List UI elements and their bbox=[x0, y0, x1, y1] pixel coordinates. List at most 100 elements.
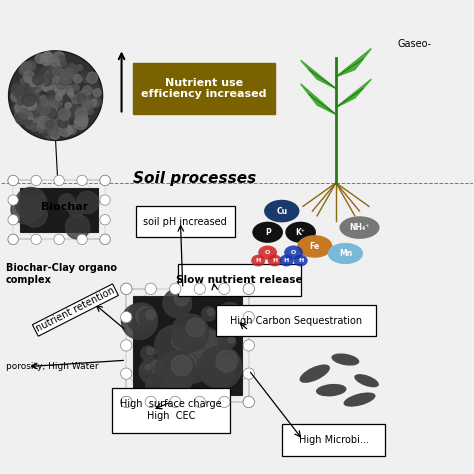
Circle shape bbox=[11, 91, 22, 102]
Circle shape bbox=[48, 125, 59, 137]
Circle shape bbox=[207, 309, 214, 316]
Circle shape bbox=[31, 175, 41, 186]
Text: High Carbon Sequestration: High Carbon Sequestration bbox=[230, 316, 362, 326]
Circle shape bbox=[19, 109, 29, 118]
Circle shape bbox=[42, 74, 52, 84]
Circle shape bbox=[21, 62, 32, 73]
Circle shape bbox=[120, 311, 132, 323]
Circle shape bbox=[21, 101, 30, 109]
Ellipse shape bbox=[252, 222, 283, 243]
Circle shape bbox=[25, 118, 32, 125]
FancyBboxPatch shape bbox=[133, 63, 275, 115]
Circle shape bbox=[38, 124, 51, 136]
Circle shape bbox=[145, 396, 156, 408]
Ellipse shape bbox=[300, 365, 330, 383]
Circle shape bbox=[120, 340, 132, 351]
Circle shape bbox=[8, 234, 18, 245]
Circle shape bbox=[243, 396, 255, 408]
Circle shape bbox=[55, 97, 63, 105]
Text: Slow nutrient release: Slow nutrient release bbox=[176, 275, 303, 285]
Circle shape bbox=[13, 105, 20, 112]
Circle shape bbox=[22, 93, 36, 106]
Ellipse shape bbox=[258, 246, 277, 260]
Circle shape bbox=[43, 109, 51, 118]
Circle shape bbox=[76, 108, 84, 116]
Circle shape bbox=[67, 91, 73, 98]
Circle shape bbox=[75, 108, 87, 120]
Circle shape bbox=[50, 110, 57, 118]
Circle shape bbox=[82, 72, 87, 77]
Text: Fe: Fe bbox=[310, 242, 320, 251]
Ellipse shape bbox=[354, 374, 379, 387]
Circle shape bbox=[64, 63, 77, 76]
Circle shape bbox=[194, 283, 205, 294]
Circle shape bbox=[15, 102, 27, 113]
Text: P: P bbox=[265, 228, 271, 237]
Ellipse shape bbox=[328, 243, 363, 264]
Circle shape bbox=[26, 120, 34, 129]
Circle shape bbox=[90, 99, 97, 106]
Circle shape bbox=[72, 94, 80, 103]
Circle shape bbox=[15, 111, 25, 121]
Circle shape bbox=[163, 289, 191, 318]
Circle shape bbox=[51, 60, 60, 69]
Circle shape bbox=[145, 283, 156, 294]
Circle shape bbox=[30, 108, 40, 118]
Circle shape bbox=[8, 234, 18, 245]
Circle shape bbox=[49, 63, 59, 73]
Circle shape bbox=[225, 334, 233, 342]
Circle shape bbox=[139, 357, 166, 384]
Circle shape bbox=[30, 79, 37, 87]
Ellipse shape bbox=[316, 384, 346, 396]
Circle shape bbox=[29, 102, 37, 110]
Circle shape bbox=[170, 283, 181, 294]
Circle shape bbox=[25, 79, 37, 92]
Circle shape bbox=[44, 62, 50, 68]
Circle shape bbox=[34, 107, 46, 119]
Circle shape bbox=[11, 195, 39, 224]
Circle shape bbox=[77, 234, 87, 245]
Text: Biochar: Biochar bbox=[41, 201, 89, 212]
Circle shape bbox=[56, 101, 62, 108]
Circle shape bbox=[32, 67, 40, 75]
Ellipse shape bbox=[9, 51, 102, 140]
Circle shape bbox=[48, 53, 54, 59]
Circle shape bbox=[53, 52, 64, 63]
Circle shape bbox=[43, 80, 54, 91]
Circle shape bbox=[28, 80, 36, 88]
Circle shape bbox=[68, 89, 73, 95]
Polygon shape bbox=[301, 84, 336, 115]
Circle shape bbox=[48, 99, 57, 108]
Circle shape bbox=[46, 112, 53, 118]
Circle shape bbox=[145, 365, 151, 370]
Circle shape bbox=[79, 93, 90, 104]
Circle shape bbox=[61, 71, 70, 80]
Circle shape bbox=[20, 92, 27, 99]
Circle shape bbox=[30, 84, 43, 97]
Circle shape bbox=[37, 79, 44, 85]
Circle shape bbox=[87, 82, 100, 95]
Circle shape bbox=[174, 292, 189, 306]
Circle shape bbox=[139, 306, 154, 321]
Circle shape bbox=[46, 70, 52, 77]
Circle shape bbox=[64, 109, 76, 122]
Circle shape bbox=[83, 102, 89, 108]
Circle shape bbox=[43, 53, 54, 63]
Circle shape bbox=[121, 303, 157, 339]
Circle shape bbox=[83, 103, 90, 110]
Circle shape bbox=[84, 89, 94, 100]
Ellipse shape bbox=[279, 255, 293, 266]
FancyBboxPatch shape bbox=[216, 305, 376, 336]
Circle shape bbox=[170, 396, 181, 408]
Circle shape bbox=[201, 331, 220, 350]
Circle shape bbox=[120, 396, 132, 408]
Ellipse shape bbox=[293, 255, 308, 266]
Circle shape bbox=[31, 234, 41, 245]
Circle shape bbox=[141, 346, 155, 361]
Text: O: O bbox=[265, 250, 270, 255]
FancyBboxPatch shape bbox=[136, 206, 235, 237]
Circle shape bbox=[120, 396, 132, 408]
Circle shape bbox=[139, 308, 157, 327]
Circle shape bbox=[56, 80, 66, 90]
Circle shape bbox=[150, 360, 164, 374]
